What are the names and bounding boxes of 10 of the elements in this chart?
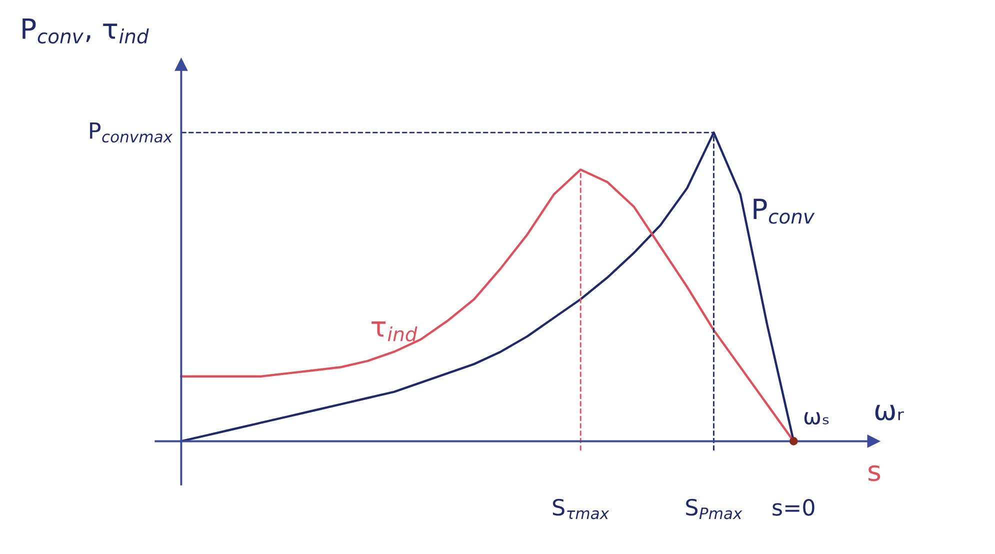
x-axis-title: ωᵣ [875,404,904,420]
series-label: P$_{conv}$ [754,198,815,224]
text: s [868,465,880,482]
y-axis-title: P$_{conv}$, τ$_{ind}$ [22,18,149,44]
annotation: ωₛ [804,412,829,425]
x-tick-label: S$_{Pmax}$ [686,498,742,520]
series-label: τ$_{ind}$ [372,321,418,342]
x-tick-label: S$_{τmax}$ [552,498,610,520]
x-tick-label: s=0 [772,499,814,516]
ref-line-label: P$_{convmax}$ [90,122,173,143]
